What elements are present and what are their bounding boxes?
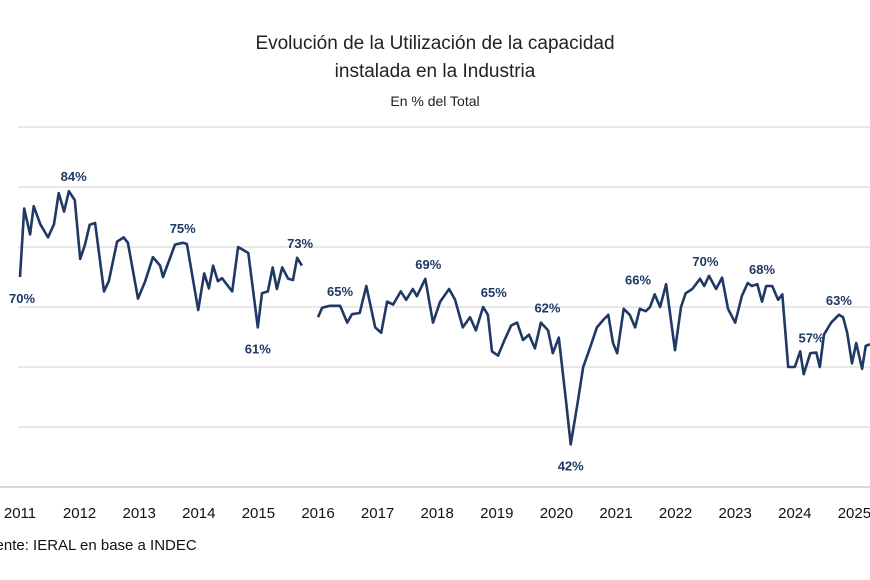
- data-label: 65%: [327, 284, 353, 299]
- chart-title-line2: instalada en la Industria: [334, 61, 536, 82]
- data-label: 63%: [826, 293, 852, 308]
- data-label: 84%: [61, 169, 87, 184]
- data-label: 70%: [9, 291, 35, 306]
- data-label: 65%: [481, 285, 507, 300]
- x-tick-label: 2015: [242, 505, 275, 522]
- data-label: 61%: [245, 341, 271, 356]
- source-note: Fuente: IERAL en base a INDEC: [0, 537, 197, 554]
- x-tick-label: 2020: [540, 505, 573, 522]
- x-tick-label: 2023: [719, 505, 752, 522]
- x-tick-label: 2019: [480, 505, 513, 522]
- data-label: 68%: [749, 262, 775, 277]
- x-tick-label: 2018: [421, 505, 454, 522]
- x-tick-label: 2016: [301, 505, 334, 522]
- data-label: 73%: [287, 236, 313, 251]
- x-tick-label: 2011: [4, 505, 36, 522]
- x-tick-label: 2021: [599, 505, 632, 522]
- x-tick-label: 2024: [778, 505, 811, 522]
- data-label: 62%: [534, 301, 560, 316]
- chart-subtitle: En % del Total: [390, 93, 480, 109]
- x-tick-label: 2014: [182, 505, 215, 522]
- data-label: 69%: [415, 257, 441, 272]
- x-tick-label: 2025: [838, 505, 870, 522]
- series-line: [316, 274, 870, 446]
- x-tick-label: 2017: [361, 505, 394, 522]
- data-label: 42%: [558, 458, 584, 473]
- chart-title: Evolución de la Utilización de la capaci…: [255, 33, 615, 54]
- x-tick-label: 2022: [659, 505, 692, 522]
- data-label: 57%: [798, 331, 824, 346]
- series-line: [18, 189, 304, 329]
- x-tick-label: 2013: [123, 505, 156, 522]
- data-label: 75%: [170, 221, 196, 236]
- data-label: 66%: [625, 272, 651, 287]
- x-tick-label: 2012: [63, 505, 96, 522]
- data-label: 70%: [692, 254, 718, 269]
